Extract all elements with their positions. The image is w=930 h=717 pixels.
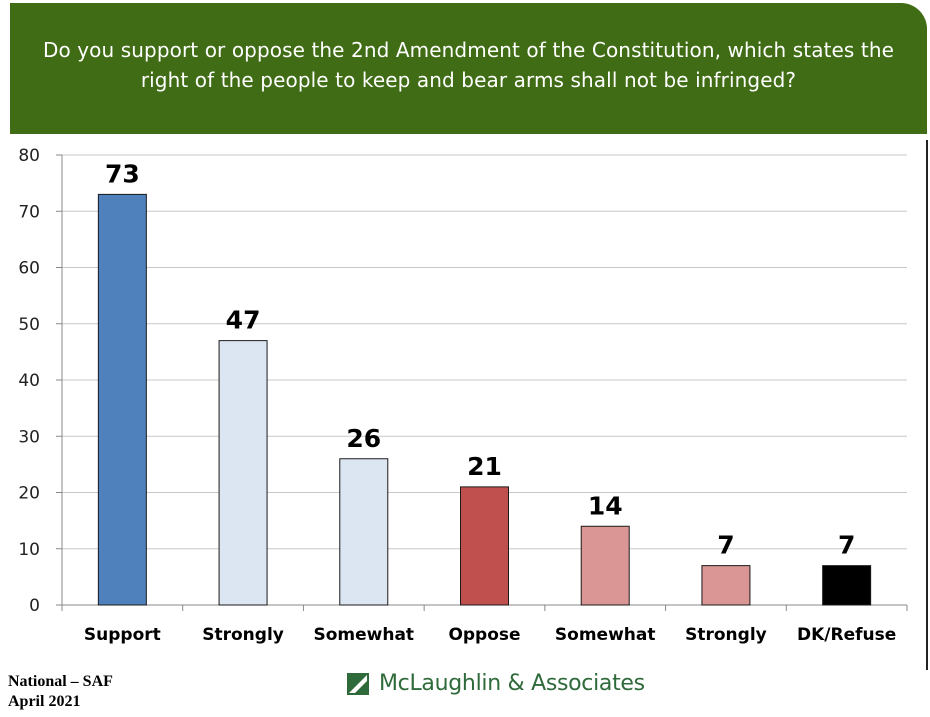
footer-line-2: April 2021	[8, 693, 81, 710]
category-label-5: Somewhat	[555, 625, 656, 645]
data-label-7: 7	[838, 531, 855, 560]
data-label-6: 7	[717, 531, 734, 560]
y-tick-label: 80	[18, 146, 40, 166]
brand-mark-icon	[347, 672, 369, 695]
bars	[97, 193, 872, 606]
data-labels: 73 47 26 21 14 7 7	[105, 159, 855, 559]
bar-2	[218, 340, 268, 606]
chart-header: Do you support or oppose the 2nd Amendme…	[10, 3, 927, 134]
y-tick-label: 0	[29, 596, 40, 616]
bar-3	[339, 458, 389, 606]
bar-1	[97, 193, 147, 606]
category-label-1: Support	[84, 625, 161, 645]
chart-question: Do you support or oppose the 2nd Amendme…	[42, 37, 895, 92]
category-label-2: Strongly	[202, 625, 284, 645]
category-label-7: DK/Refuse	[797, 625, 896, 645]
y-axis-ticks: 0 10 20 30 40 50 60 70 80	[18, 146, 62, 616]
bar-chart: 0 10 20 30 40 50 60 70 80 73 47 26 21 14 7 7 Support St…	[18, 146, 908, 645]
category-label-4: Oppose	[448, 625, 520, 645]
category-label-3: Somewhat	[313, 625, 414, 645]
data-label-1: 73	[105, 159, 140, 188]
bar-7	[822, 565, 872, 606]
y-tick-label: 10	[18, 540, 40, 560]
brand-name: McLaughlin & Associates	[379, 671, 645, 696]
bar-6	[701, 565, 751, 606]
data-label-4: 21	[467, 452, 502, 481]
right-border-line	[926, 140, 928, 670]
brand-logo: McLaughlin & Associates	[347, 671, 645, 696]
y-tick-label: 20	[18, 484, 40, 504]
category-label-6: Strongly	[685, 625, 767, 645]
bar-5	[580, 525, 630, 606]
y-tick-label: 70	[18, 202, 40, 222]
footer-line-1: National – SAF	[8, 673, 113, 690]
data-label-3: 26	[346, 424, 381, 453]
y-tick-label: 30	[18, 427, 40, 447]
y-tick-label: 40	[18, 371, 40, 391]
x-axis-labels: Support Strongly Somewhat Oppose Somewhat Str…	[84, 625, 896, 645]
bar-4	[460, 486, 509, 606]
footer-source: National – SAF April 2021	[8, 672, 113, 712]
data-label-5: 14	[588, 491, 623, 520]
y-tick-label: 50	[18, 315, 40, 335]
y-tick-label: 60	[18, 259, 40, 279]
data-label-2: 47	[226, 306, 261, 335]
